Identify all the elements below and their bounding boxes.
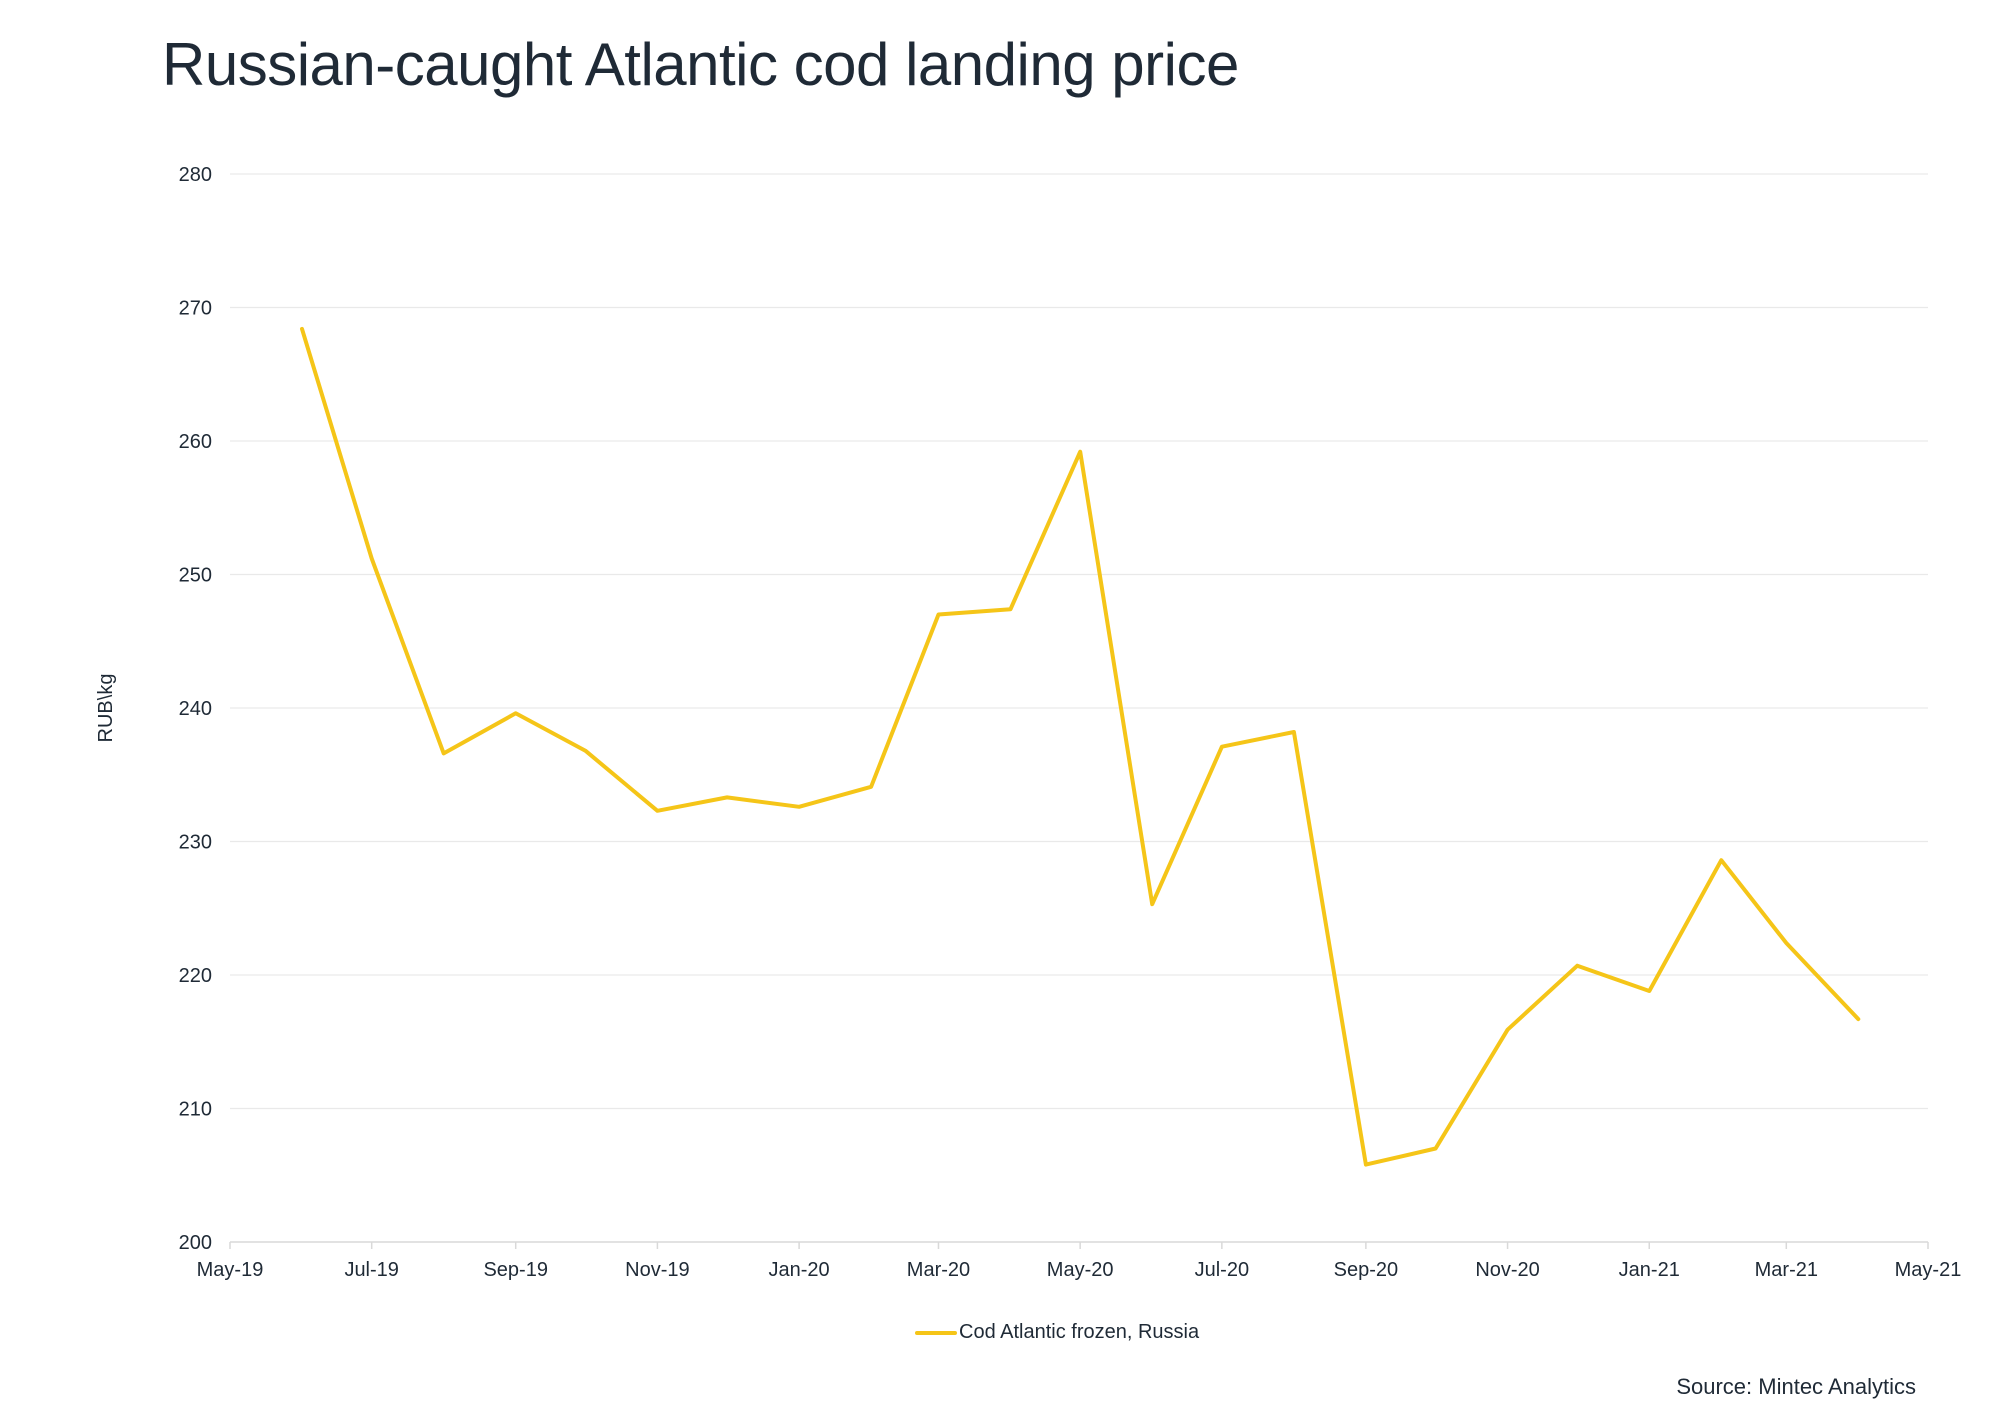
y-tick-label: 280 — [179, 164, 212, 186]
y-axis-tick-labels: 200 210 220 230 240 250 260 270 280 — [179, 164, 212, 1254]
x-tick-label: Nov-19 — [625, 1259, 689, 1281]
x-tick-label: Sep-20 — [1334, 1259, 1399, 1281]
x-tick-label: Jul-20 — [1195, 1259, 1249, 1281]
legend-label: Cod Atlantic frozen, Russia — [959, 1321, 1200, 1343]
x-tick-label: Mar-21 — [1755, 1259, 1818, 1281]
x-tick-label: May-20 — [1047, 1259, 1114, 1281]
x-tick-label: Nov-20 — [1475, 1259, 1539, 1281]
y-tick-label: 210 — [179, 1099, 212, 1121]
legend-swatch — [915, 1330, 957, 1335]
y-tick-label: 220 — [179, 965, 212, 987]
x-tick-label: Mar-20 — [907, 1259, 970, 1281]
y-tick-label: 250 — [179, 565, 212, 587]
series-layer — [300, 326, 1861, 1167]
x-tick-label: May-21 — [1895, 1259, 1962, 1281]
x-axis-tick-labels: May-19 Jul-19 Sep-19 Nov-19 Jan-20 Mar-20 May-… — [197, 1259, 1962, 1281]
legend: Cod Atlantic frozen, Russia — [915, 1321, 1199, 1344]
y-tick-label: 230 — [179, 832, 212, 854]
x-tick-label: Sep-19 — [483, 1259, 548, 1281]
series-line — [300, 326, 1861, 1167]
grid-lines — [230, 173, 1928, 1110]
x-axis — [229, 1241, 1929, 1249]
y-tick-label: 260 — [179, 431, 212, 453]
y-tick-label: 200 — [179, 1232, 212, 1254]
x-tick-label: Jul-19 — [344, 1259, 398, 1281]
y-axis-title: RUB\kg — [95, 674, 117, 743]
chart-title: Russian-caught Atlantic cod landing pric… — [162, 31, 1239, 98]
x-tick-label: May-19 — [197, 1259, 264, 1281]
y-tick-label: 240 — [179, 698, 212, 720]
y-tick-label: 270 — [179, 298, 212, 320]
source-note: Source: Mintec Analytics — [1676, 1374, 1916, 1399]
x-tick-label: Jan-20 — [769, 1259, 830, 1281]
x-tick-label: Jan-21 — [1619, 1259, 1680, 1281]
